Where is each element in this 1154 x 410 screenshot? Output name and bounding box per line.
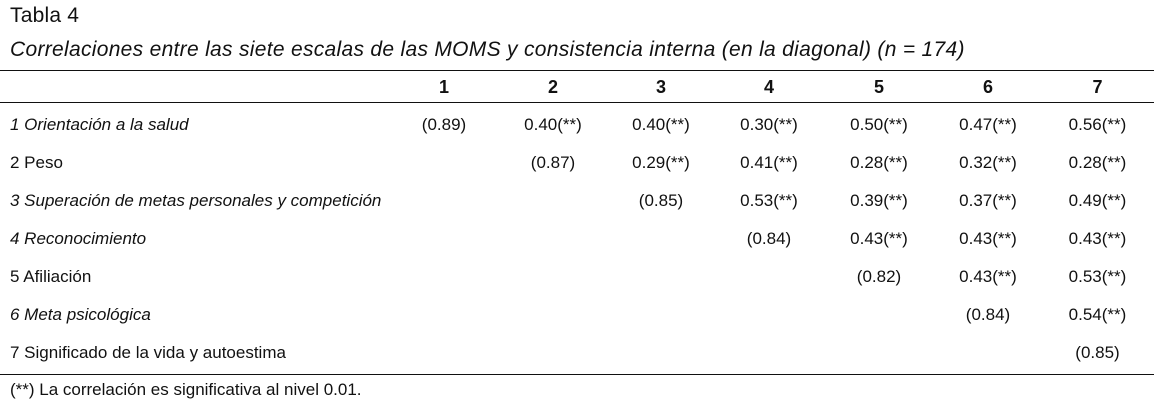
table-cell: 0.43(**): [1068, 229, 1127, 248]
table-cell: [607, 220, 715, 258]
table-cell: 0.43(**): [959, 229, 1017, 248]
table-cell: 0.28(**): [1068, 153, 1127, 172]
table-cell: 0.43(**): [850, 229, 908, 248]
column-header: 4: [763, 76, 774, 97]
header-rule: [0, 102, 1154, 103]
table-cell: 0.40(**): [524, 115, 582, 134]
table-cell: 0.53(**): [740, 191, 798, 210]
table-row: 6 Meta psicológica (0.84) 0.54(**): [0, 296, 1154, 334]
row-label: 5 Afiliación: [10, 267, 92, 286]
table-cell: [499, 296, 607, 334]
table-cell: [389, 296, 499, 334]
row-label: 7 Significado de la vida y autoestima: [10, 343, 286, 362]
row-label: 2 Peso: [10, 153, 63, 172]
column-header: 3: [655, 76, 666, 97]
table-cell: [607, 296, 715, 334]
row-label: 3 Superación de metas personales y compe…: [10, 191, 382, 210]
row-label: 1 Orientación a la salud: [10, 115, 189, 134]
table-label: Tabla 4: [10, 4, 80, 27]
table-cell: [389, 144, 499, 182]
table-cell: [715, 258, 823, 296]
table-cell: 0.40(**): [632, 115, 690, 134]
table-cell: [715, 334, 823, 372]
column-header: 5: [873, 76, 884, 97]
header-corner: [0, 72, 389, 102]
table-cell: [499, 334, 607, 372]
table-cell: [389, 182, 499, 220]
table-cell: [389, 220, 499, 258]
header-row: 1 2 3 4 5 6 7: [0, 72, 1154, 102]
table-cell: (0.84): [965, 305, 1011, 324]
table-row: 4 Reconocimiento (0.84) 0.43(**) 0.43(**) 0.…: [0, 220, 1154, 258]
table-cell: 0.32(**): [959, 153, 1017, 172]
table-cell: 0.28(**): [850, 153, 908, 172]
row-label: 6 Meta psicológica: [10, 305, 151, 324]
table-cell: (0.82): [856, 267, 902, 286]
table-cell: 0.47(**): [959, 115, 1017, 134]
table-cell: [499, 220, 607, 258]
row-label: 4 Reconocimiento: [10, 229, 147, 248]
top-rule: [0, 70, 1154, 71]
table-cell: (0.85): [1075, 343, 1120, 362]
column-header: 1: [438, 76, 449, 97]
table-row: 5 Afiliación (0.82) 0.43(**) 0.53(**): [0, 258, 1154, 296]
table-cell: [499, 182, 607, 220]
table-cell: [823, 296, 935, 334]
table-cell: [715, 296, 823, 334]
table-cell: 0.41(**): [740, 153, 798, 172]
table-cell: 0.54(**): [1068, 305, 1127, 324]
column-header: 2: [547, 76, 558, 97]
table-row: 3 Superación de metas personales y compe…: [0, 182, 1154, 220]
table-cell: 0.30(**): [740, 115, 798, 134]
table-cell: 0.56(**): [1068, 115, 1127, 134]
table-cell: (0.89): [421, 115, 467, 134]
table-cell: 0.39(**): [850, 191, 908, 210]
table-cell: 0.43(**): [959, 267, 1017, 286]
table-row: 1 Orientación a la salud (0.89) 0.40(**) 0.…: [0, 102, 1154, 144]
bottom-rule: [0, 374, 1154, 375]
table-cell: [389, 258, 499, 296]
table-cell: [935, 334, 1041, 372]
correlation-table: 1 2 3 4 5 6 7 1 Orientación a la salud (0…: [0, 72, 1154, 372]
table-cell: [389, 334, 499, 372]
table-row: 7 Significado de la vida y autoestima (0.…: [0, 334, 1154, 372]
table-caption: Correlaciones entre las siete escalas de…: [10, 38, 965, 61]
column-header: 6: [982, 76, 993, 97]
table-cell: (0.84): [746, 229, 792, 248]
table-row: 2 Peso (0.87) 0.29(**) 0.41(**) 0.28(**) 0.32…: [0, 144, 1154, 182]
table-cell: (0.87): [530, 153, 576, 172]
table-cell: [607, 258, 715, 296]
table-cell: 0.49(**): [1068, 191, 1127, 210]
table-cell: 0.37(**): [959, 191, 1017, 210]
table-cell: 0.53(**): [1068, 267, 1127, 286]
table-cell: (0.85): [638, 191, 684, 210]
table-footnote: (**) La correlación es significativa al …: [10, 380, 362, 399]
table-cell: 0.50(**): [850, 115, 908, 134]
table-cell: 0.29(**): [632, 153, 690, 172]
column-header: 7: [1092, 76, 1103, 97]
table-cell: [823, 334, 935, 372]
table-cell: [499, 258, 607, 296]
table-cell: [607, 334, 715, 372]
